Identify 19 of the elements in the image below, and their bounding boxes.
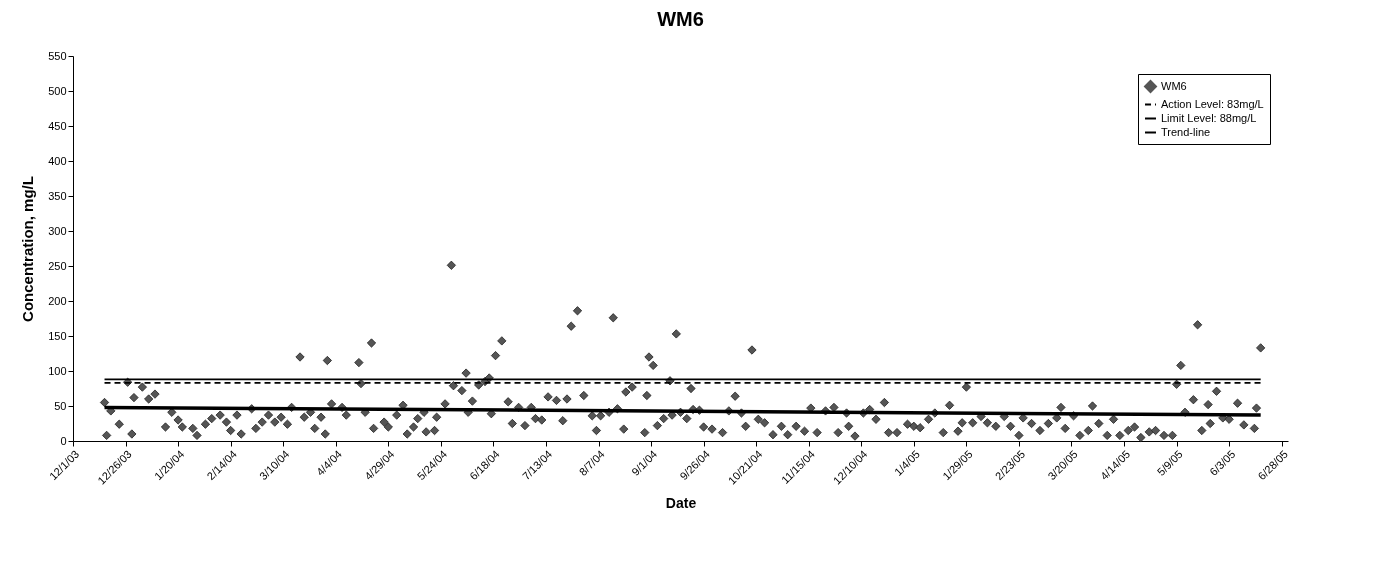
y-tick-label: 350 bbox=[48, 189, 67, 202]
x-axis-title: Date bbox=[665, 494, 697, 511]
y-tick-label: 0 bbox=[60, 434, 67, 447]
legend-label: WM6 bbox=[1161, 79, 1187, 92]
y-tick-label: 450 bbox=[48, 119, 67, 132]
y-tick-label: 550 bbox=[48, 49, 67, 62]
y-tick-label: 150 bbox=[48, 329, 67, 342]
chart-title: WM6 bbox=[657, 8, 704, 30]
y-axis-title: Concentration, mg/L bbox=[19, 176, 37, 322]
y-tick-label: 200 bbox=[48, 294, 67, 307]
legend-label: Trend-line bbox=[1161, 125, 1211, 138]
legend-label: Action Level: 83mg/L bbox=[1161, 97, 1264, 110]
y-tick-label: 100 bbox=[48, 364, 67, 377]
y-tick-label: 400 bbox=[48, 154, 67, 167]
y-tick-label: 50 bbox=[54, 399, 67, 412]
y-tick-label: 300 bbox=[48, 224, 67, 237]
legend-label: Limit Level: 88mg/L bbox=[1161, 111, 1257, 124]
y-tick-label: 500 bbox=[48, 84, 67, 97]
y-tick-label: 250 bbox=[48, 259, 67, 272]
